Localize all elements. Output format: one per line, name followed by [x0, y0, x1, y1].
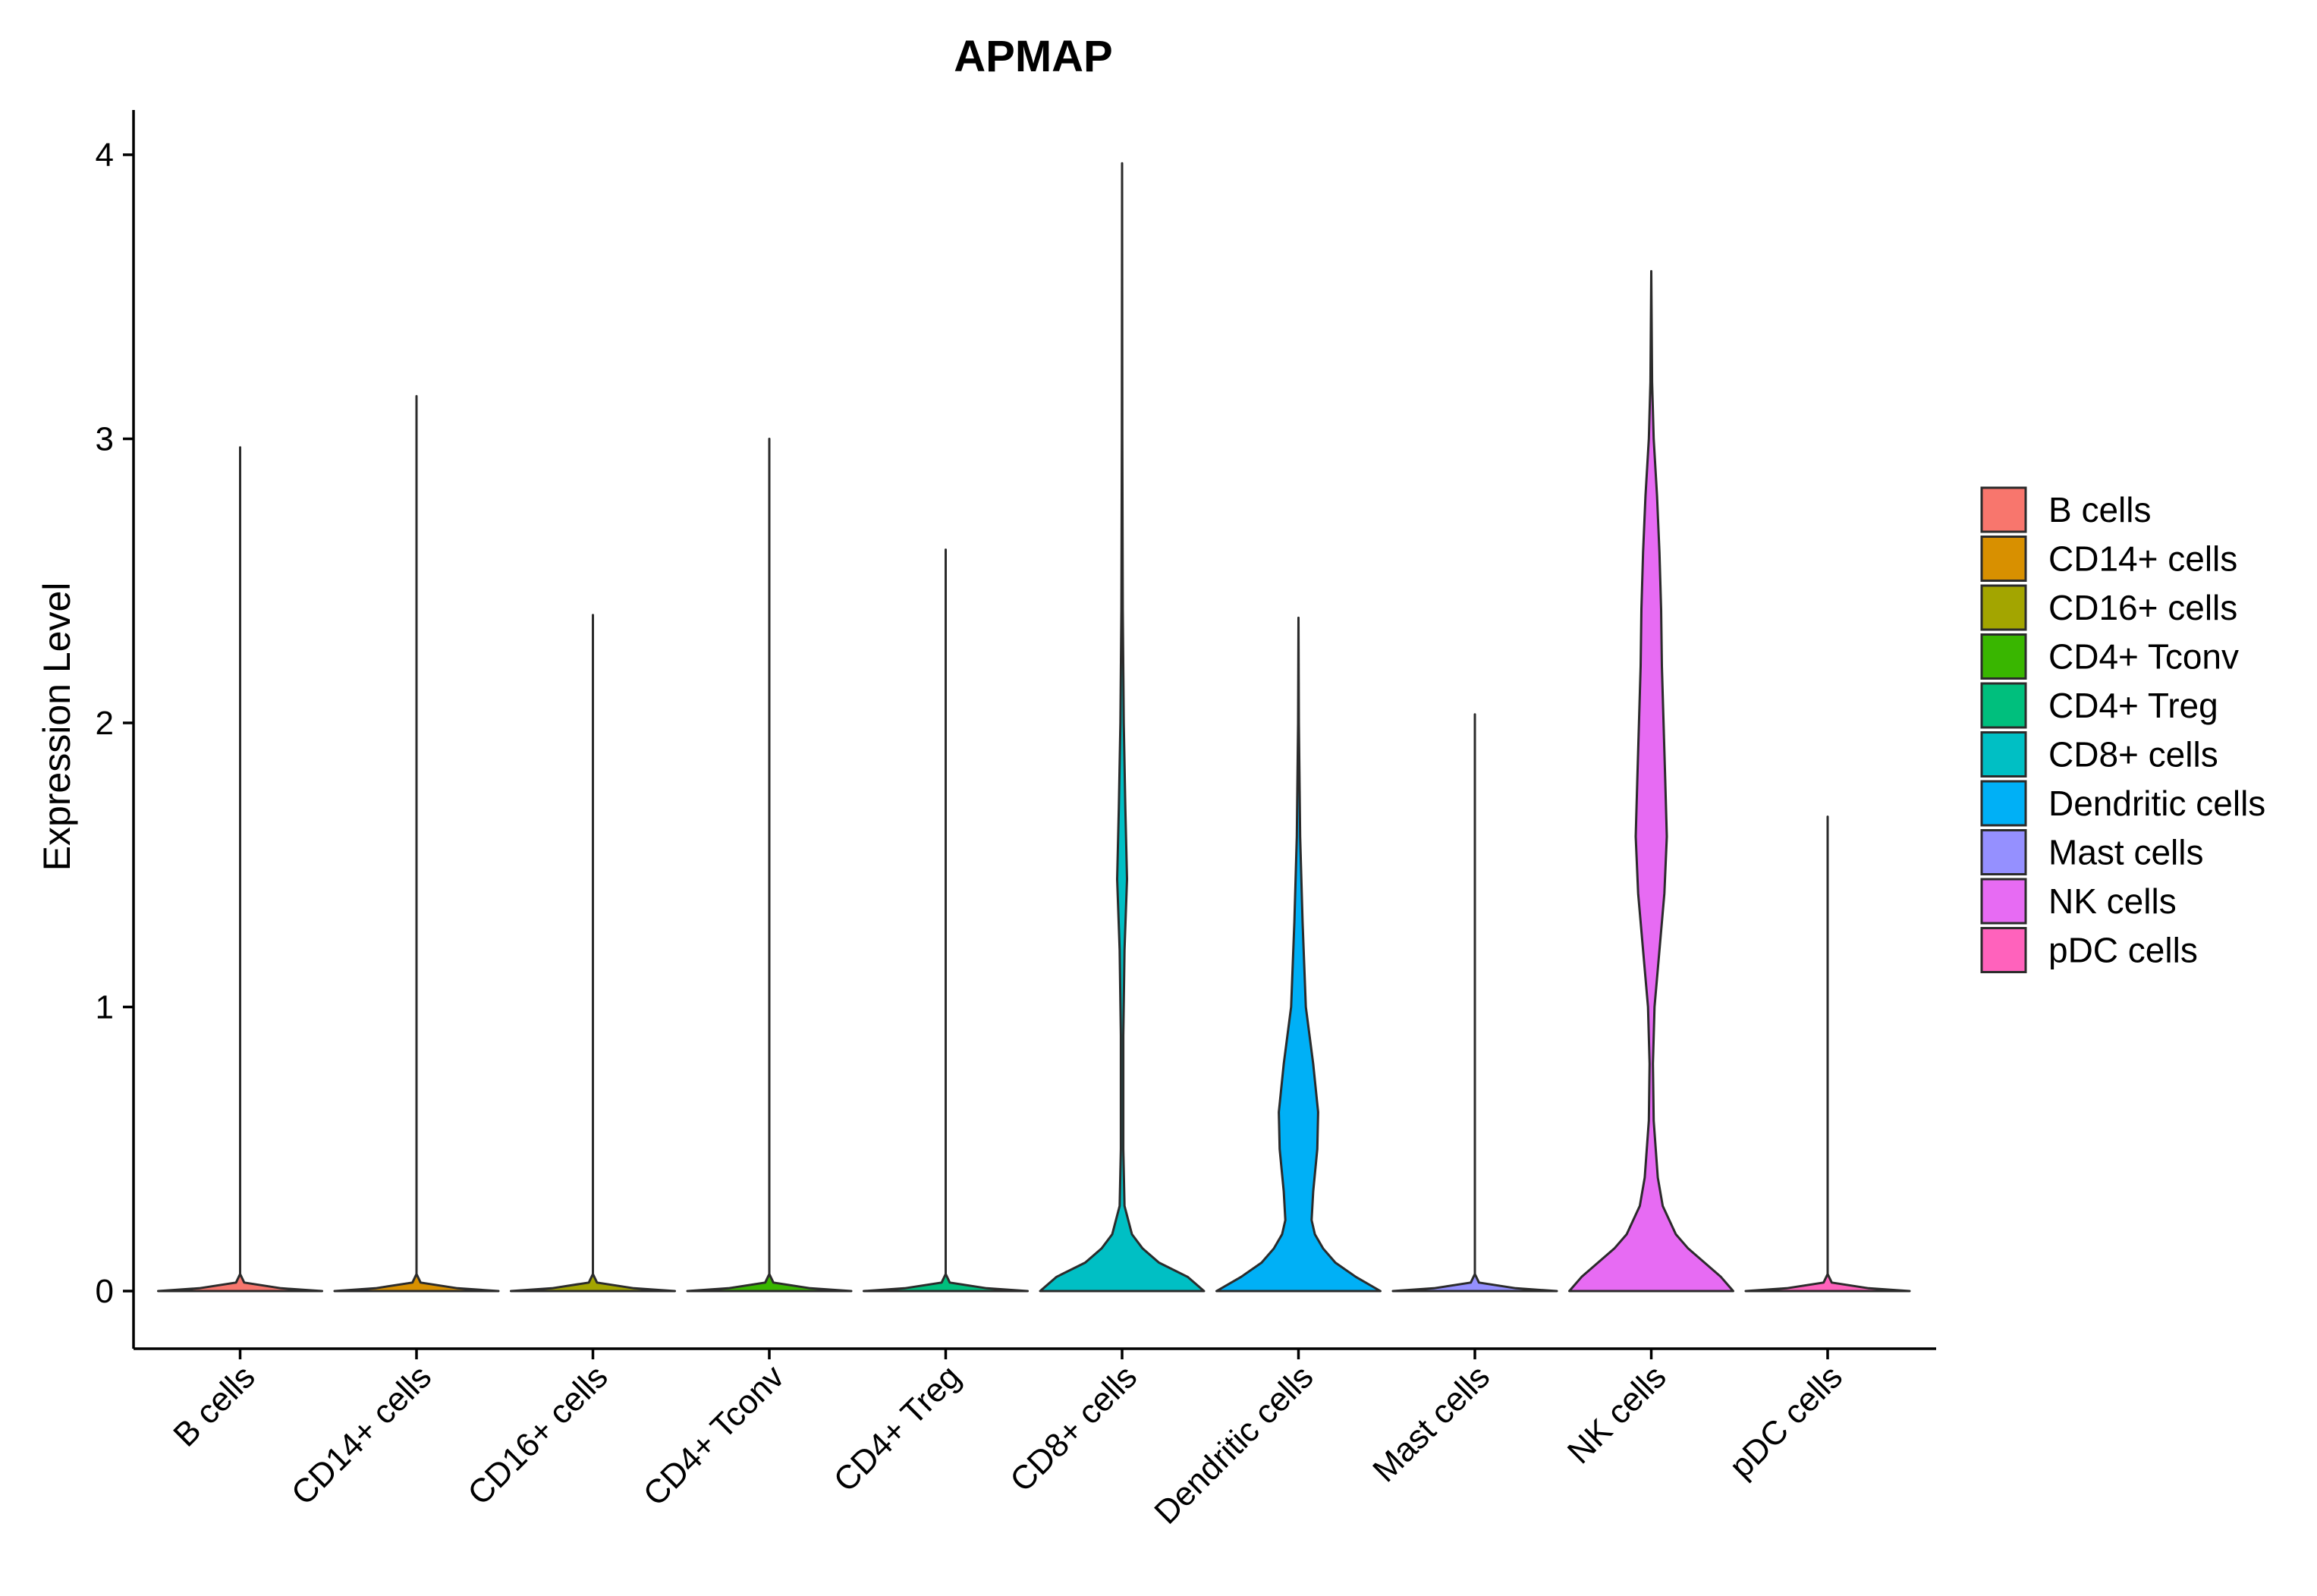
y-tick-label: 0 [96, 1273, 114, 1310]
violin-pdc-cells [1744, 815, 1911, 1293]
violin-cd14plus-cells [333, 394, 500, 1293]
x-tick-label: Mast cells [1366, 1358, 1497, 1489]
x-tick-label: CD14+ cells [285, 1358, 439, 1512]
x-tick-label: CD4+ Treg [827, 1358, 968, 1499]
x-tick-label: CD8+ cells [1003, 1358, 1144, 1499]
violin-nk-cells [1568, 270, 1734, 1293]
legend-label: CD14+ cells [2048, 539, 2237, 579]
y-tick-label: 3 [96, 421, 114, 458]
x-tick-label: CD16+ cells [461, 1358, 615, 1512]
legend-swatch-cd14plus-cells [1980, 536, 2027, 582]
legend-label: B cells [2048, 490, 2151, 529]
violin-cd16plus-cells [510, 614, 676, 1293]
x-tick-label: NK cells [1561, 1358, 1674, 1471]
legend-swatch-mast-cells [1980, 829, 2027, 875]
y-axis-title: Expression Level [36, 583, 78, 872]
legend-label: Mast cells [2048, 833, 2203, 872]
legend-swatch-nk-cells [1980, 878, 2027, 925]
legend-swatch-pdc-cells [1980, 927, 2027, 973]
legend: B cells CD14+ cells CD16+ cells CD4+ Tconv C… [1980, 486, 2265, 973]
legend-label: CD8+ cells [2048, 735, 2218, 774]
legend-swatch-cd8plus-cells [1980, 731, 2027, 778]
violin-b-cells [157, 446, 323, 1293]
legend-label: CD16+ cells [2048, 588, 2237, 627]
violin-cd4plus-tconv [686, 438, 853, 1293]
legend-label: CD4+ Treg [2048, 686, 2218, 725]
y-tick-label: 4 [96, 137, 114, 174]
legend-label: NK cells [2048, 881, 2177, 921]
legend-swatch-cd4plus-tconv [1980, 633, 2027, 680]
violin-cd8plus-cells [1039, 162, 1206, 1293]
legend-label: CD4+ Tconv [2048, 637, 2239, 677]
y-tick-label: 1 [96, 989, 114, 1026]
legend-label: pDC cells [2048, 931, 2198, 970]
x-tick-label: Dendritic cells [1147, 1358, 1320, 1531]
violin-dendritic-cells [1215, 616, 1382, 1293]
legend-swatch-cd16plus-cells [1980, 584, 2027, 631]
x-tick-label: pDC cells [1722, 1358, 1850, 1485]
violin-mast-cells [1391, 713, 1558, 1293]
legend-swatch-cd4plus-treg [1980, 682, 2027, 729]
legend-swatch-b-cells [1980, 486, 2027, 533]
violin-cd4plus-treg [863, 548, 1029, 1293]
x-tick-label: CD4+ Tconv [637, 1358, 791, 1513]
legend-label: Dendritic cells [2048, 784, 2265, 823]
x-tick-label: B cells [166, 1358, 262, 1453]
chart-title: APMAP [954, 32, 1112, 81]
violins-layer [157, 162, 1911, 1293]
legend-swatch-dendritic-cells [1980, 780, 2027, 827]
y-tick-label: 2 [96, 705, 114, 742]
